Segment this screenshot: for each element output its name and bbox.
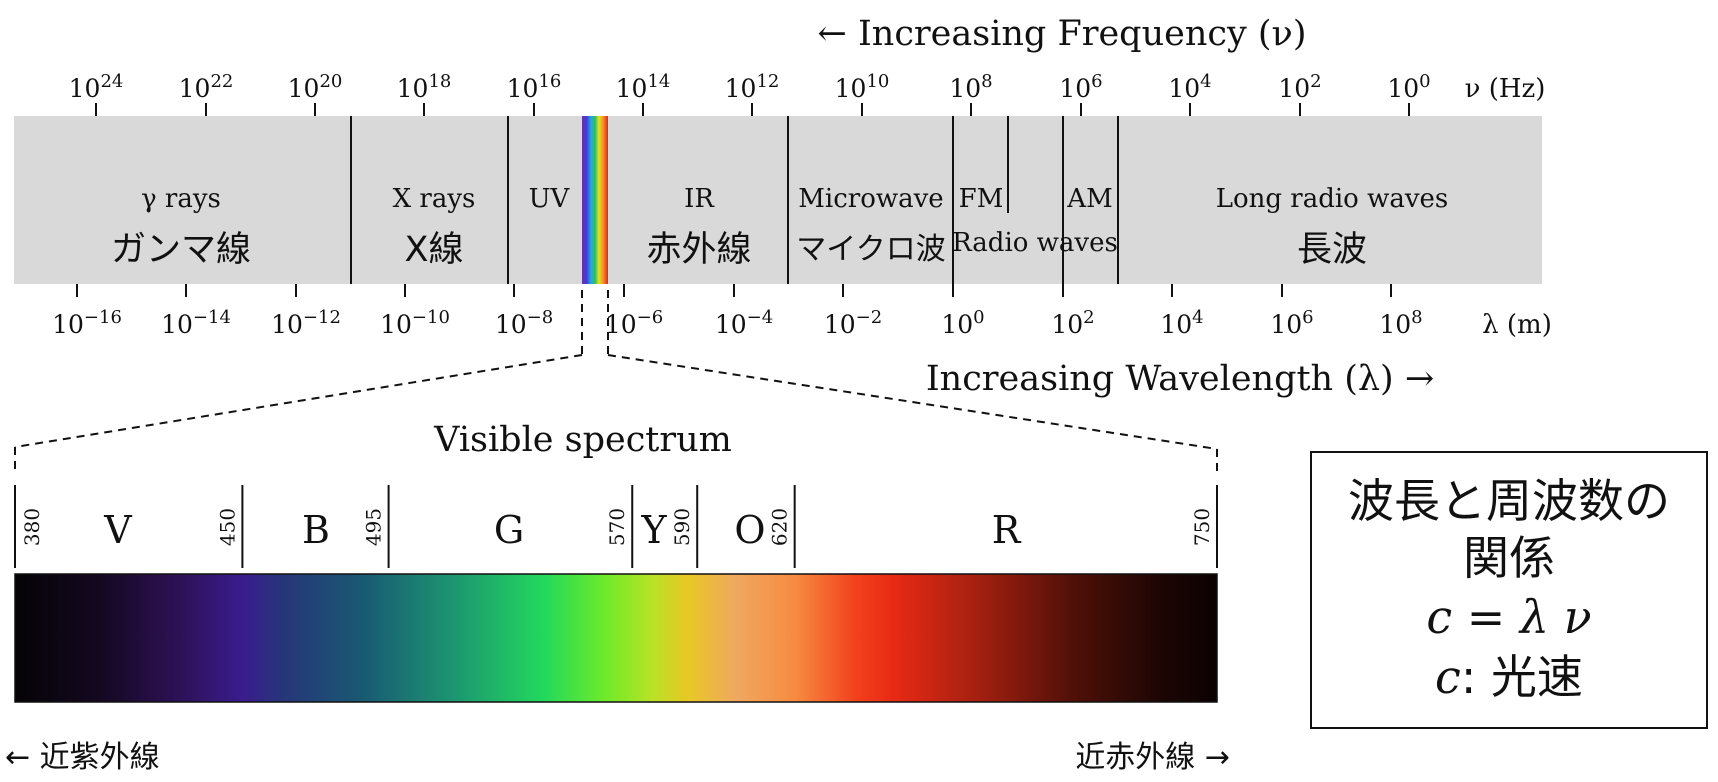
freq-tick-label: 1010	[835, 71, 890, 103]
wave-tick-label: 106	[1270, 307, 1313, 339]
microwave-label-jp: マイクロ波	[796, 232, 945, 267]
wave-tick-label: 10−2	[824, 307, 882, 339]
visible-rainbow-strip	[582, 116, 608, 284]
visible-color-label: R	[992, 508, 1022, 552]
visible-color-label: V	[103, 508, 132, 552]
wave-tick-label: 102	[1051, 307, 1094, 339]
freq-tick-label: 1016	[507, 71, 562, 103]
radio-waves-label: Radio waves	[952, 228, 1118, 258]
visible-boundary-label: 570	[605, 508, 629, 546]
microwave-label-en: Microwave	[798, 184, 943, 214]
visible-boundary-label: 495	[362, 508, 386, 546]
relation-title-line2: 関係	[1463, 531, 1555, 586]
wave-tick-label: 10−16	[52, 307, 122, 339]
xray-label-jp: X線	[405, 230, 464, 270]
wave-tick-label: 10−6	[605, 307, 663, 339]
wave-tick-label: 104	[1160, 307, 1203, 339]
long-waves-label-jp: 長波	[1297, 230, 1367, 270]
am-label: AM	[1066, 184, 1112, 214]
wave-tick-label: 10−10	[380, 307, 450, 339]
wave-tick-label: 10−4	[715, 307, 773, 339]
visible-boundary-label: 590	[670, 508, 694, 546]
wave-tick-label: 10−12	[271, 307, 341, 339]
visible-boundaries: 380 450 495 570 590 620 750	[14, 485, 1218, 568]
wavelength-unit: λ (m)	[1482, 310, 1552, 340]
near-ir-note: 近赤外線 →	[1075, 740, 1230, 775]
visible-color-label: G	[494, 508, 524, 552]
wave-tick-label: 10−8	[495, 307, 553, 339]
wave-tick-label: 108	[1379, 307, 1422, 339]
freq-tick-label: 1018	[397, 71, 452, 103]
freq-tick-label: 102	[1278, 71, 1321, 103]
visible-spectrum-bar	[14, 573, 1218, 703]
freq-tick-label: 1024	[69, 71, 124, 103]
relation-title-line1: 波長と周波数の	[1348, 473, 1670, 528]
long-waves-label-en: Long radio waves	[1216, 184, 1449, 214]
near-uv-note: ← 近紫外線	[5, 740, 160, 775]
freq-tick-label: 1020	[288, 71, 343, 103]
freq-tick-label: 104	[1168, 71, 1211, 103]
relation-formula: c = λ ν	[1426, 589, 1592, 644]
visible-color-label: O	[734, 508, 765, 552]
gamma-label-en: γ rays	[141, 184, 221, 214]
visible-boundary-label: 450	[215, 508, 239, 546]
frequency-unit: ν (Hz)	[1465, 74, 1546, 104]
frequency-axis: 1024 1022 1020 1018 1016 1014 1012 1010 108 106 10…	[69, 71, 1431, 116]
relation-note: c: 光速	[1435, 648, 1583, 708]
wave-tick-label: 10−14	[161, 307, 231, 339]
freq-tick-label: 106	[1059, 71, 1102, 103]
wavelength-arrow-label: Increasing Wavelength (λ) →	[926, 359, 1434, 399]
visible-boundary-label: 750	[1190, 508, 1214, 546]
uv-label: UV	[529, 184, 571, 214]
freq-tick-label: 1014	[616, 71, 671, 103]
wavelength-axis: 10−16 10−14 10−12 10−10 10−8 10−6 10−4 10−2 100 1…	[52, 284, 1423, 339]
relation-note-text: : 光速	[1460, 649, 1583, 704]
band-dividers	[350, 116, 1119, 284]
freq-tick-label: 1022	[179, 71, 234, 103]
frequency-arrow-label: ← Increasing Frequency (ν)	[818, 14, 1307, 54]
spectrum-band	[14, 116, 1542, 284]
visible-spectrum-title: Visible spectrum	[433, 420, 732, 460]
visible-boundary-label: 620	[768, 508, 792, 546]
visible-color-label: Y	[640, 508, 667, 552]
ir-label-en: IR	[684, 184, 715, 214]
zoom-connector	[14, 290, 1218, 475]
gamma-label-jp: ガンマ線	[111, 230, 251, 270]
xray-label-en: X rays	[393, 184, 476, 214]
relation-box: 波長と周波数の 関係 c = λ ν c: 光速	[1310, 451, 1708, 729]
visible-color-label: B	[302, 508, 330, 552]
visible-boundary-label: 380	[20, 508, 44, 546]
freq-tick-label: 100	[1387, 71, 1430, 103]
fm-label: FM	[959, 184, 1004, 214]
relation-note-var: c	[1435, 649, 1461, 704]
wave-tick-label: 100	[941, 307, 984, 339]
ir-label-jp: 赤外線	[646, 230, 751, 270]
freq-tick-label: 1012	[725, 71, 780, 103]
freq-tick-label: 108	[949, 71, 992, 103]
